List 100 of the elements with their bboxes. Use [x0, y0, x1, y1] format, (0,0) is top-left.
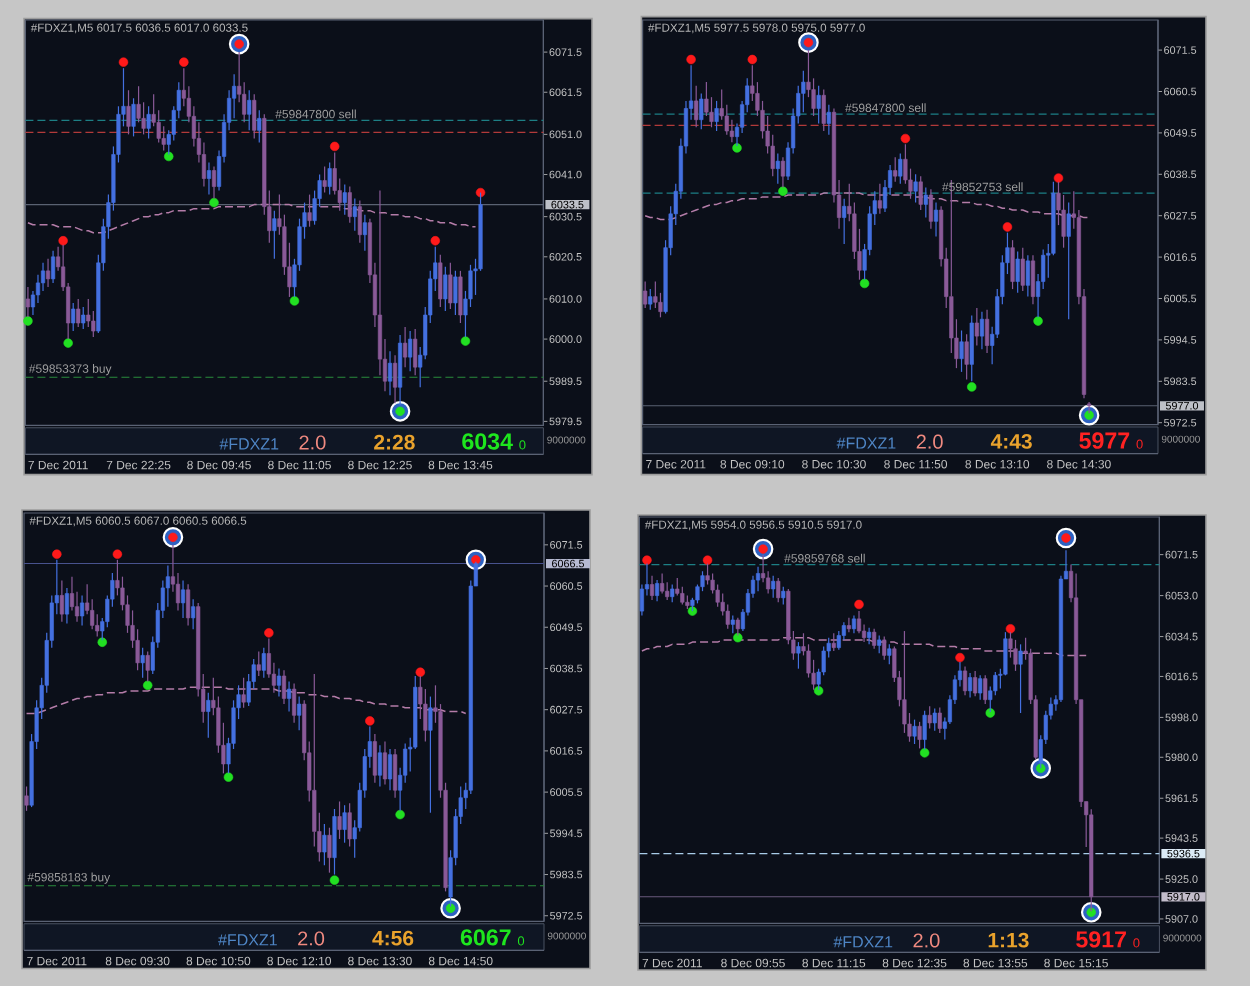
candlestick: [979, 311, 985, 350]
point: [1002, 222, 1013, 232]
point: [460, 336, 471, 346]
candlestick: [126, 89, 131, 135]
point: [143, 680, 153, 691]
candlestick: [80, 594, 85, 626]
point: [733, 632, 743, 643]
candlestick: [322, 823, 327, 866]
candlestick: [272, 210, 277, 260]
text: #FDXZ1: [833, 936, 893, 948]
point: [859, 278, 870, 289]
text: 5977: [1079, 432, 1130, 449]
candlestick: [964, 333, 969, 381]
candlestick: [347, 185, 352, 224]
point: [854, 599, 864, 610]
candlestick: [1020, 247, 1025, 292]
point: [430, 236, 440, 246]
candlestick: [836, 630, 841, 651]
point: [395, 809, 405, 820]
candlestick: [649, 575, 655, 601]
candlestick: [180, 579, 186, 619]
point: [223, 772, 234, 782]
candlestick: [962, 665, 968, 696]
point: [365, 716, 375, 726]
candlestick: [917, 721, 922, 750]
point: [1005, 624, 1016, 634]
candlestick: [186, 583, 191, 626]
candlestick: [413, 328, 418, 376]
point: [209, 197, 219, 208]
candlestick: [653, 280, 658, 309]
candlestick: [191, 598, 196, 630]
text: 6034: [462, 433, 513, 450]
candlestick: [867, 627, 872, 645]
candlestick: [923, 186, 928, 219]
candlestick: [322, 165, 327, 194]
candlestick: [968, 672, 973, 699]
candlestick: [826, 104, 831, 136]
point: [1053, 173, 1064, 183]
candlestick: [140, 647, 145, 679]
point: [264, 628, 274, 638]
point: [58, 236, 68, 246]
candlestick: [76, 298, 81, 328]
candlestick: [887, 643, 892, 665]
candlestick: [247, 89, 252, 131]
candlestick: [352, 198, 357, 232]
point: [330, 141, 340, 152]
candlestick: [453, 270, 458, 316]
candlestick: [206, 161, 212, 196]
point: [686, 54, 696, 65]
point: [63, 338, 73, 348]
point: [900, 133, 911, 144]
candlestick: [842, 198, 847, 245]
candlestick: [261, 647, 266, 679]
candlestick: [872, 628, 877, 650]
text: 5917: [1076, 931, 1126, 948]
candlestick: [882, 635, 887, 661]
candlestick: [408, 330, 413, 372]
candlestick: [357, 200, 362, 244]
candlestick: [959, 329, 964, 373]
candlestick: [206, 692, 211, 739]
text: 1:13: [988, 932, 1029, 948]
point: [23, 316, 33, 326]
candlestick: [342, 183, 347, 216]
point: [967, 382, 977, 392]
text: 6067: [460, 929, 511, 946]
candlestick: [51, 250, 56, 284]
candlestick: [816, 85, 821, 125]
candlestick: [918, 175, 923, 211]
candlestick: [1025, 254, 1030, 298]
candlestick: [660, 572, 665, 594]
candlestick: [392, 354, 398, 404]
point: [687, 606, 698, 616]
candlestick: [387, 350, 393, 396]
point: [289, 296, 300, 306]
candlestick: [927, 705, 932, 730]
candlestick: [327, 827, 332, 874]
candlestick: [1066, 201, 1071, 320]
candlestick: [71, 302, 76, 332]
point: [179, 57, 189, 67]
candlestick: [458, 270, 463, 324]
candlestick: [714, 100, 719, 132]
candlestick: [969, 314, 974, 382]
candlestick: [821, 89, 826, 132]
point: [475, 187, 486, 198]
candlestick: [932, 707, 937, 732]
candlestick: [643, 280, 648, 309]
point: [642, 555, 652, 565]
candlestick: [393, 748, 398, 799]
candlestick: [694, 85, 699, 128]
candlestick: [131, 97, 136, 137]
candlestick: [655, 579, 660, 602]
candlestick: [937, 706, 942, 734]
candlestick: [256, 651, 261, 677]
point: [52, 549, 62, 559]
text: 2.0: [299, 435, 326, 450]
candlestick: [81, 306, 86, 330]
candlestick: [1018, 643, 1023, 714]
candlestick: [775, 153, 780, 185]
candlestick: [699, 92, 704, 130]
point: [919, 748, 930, 758]
